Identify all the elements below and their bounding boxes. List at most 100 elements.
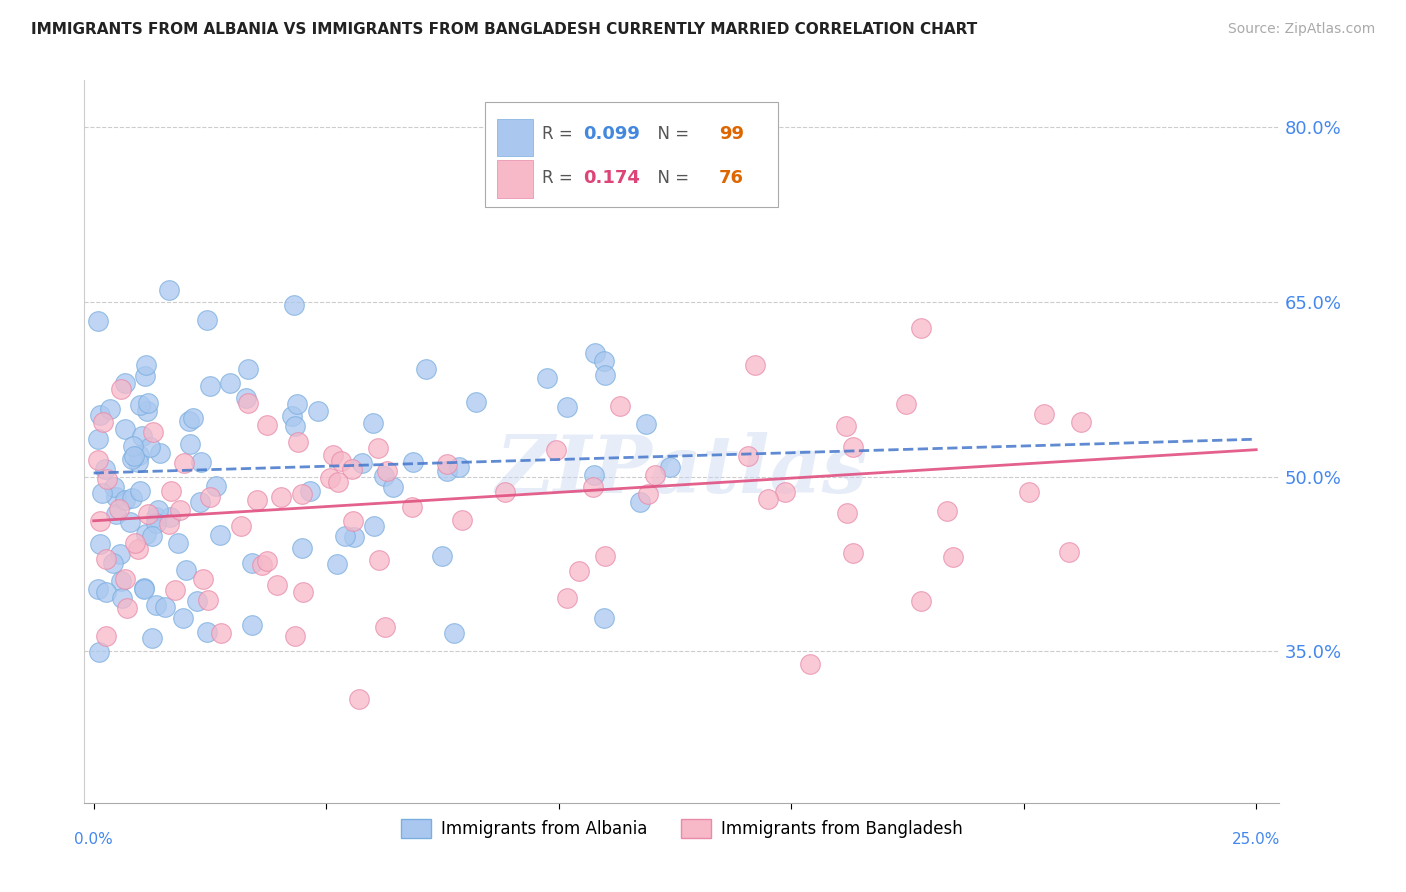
Point: [190, 455, 212, 469]
Point: [350, 456, 373, 470]
Point: [124, 536, 146, 550]
Point: [628, 495, 651, 509]
Point: [136, 403, 159, 417]
Point: [935, 504, 957, 518]
Point: [103, 480, 125, 494]
Text: 0.174: 0.174: [582, 169, 640, 186]
Point: [1033, 407, 1056, 421]
Text: ZIPatlas: ZIPatlas: [496, 432, 868, 509]
Text: N =: N =: [647, 126, 695, 144]
Text: R =: R =: [543, 126, 578, 144]
Point: [87, 453, 110, 467]
Point: [91, 415, 114, 429]
Point: [343, 530, 366, 544]
Point: [141, 632, 163, 646]
Text: 99: 99: [718, 126, 744, 144]
Point: [363, 518, 385, 533]
Point: [114, 573, 136, 587]
Point: [284, 629, 307, 643]
Text: R =: R =: [543, 169, 578, 186]
Point: [773, 484, 796, 499]
Point: [329, 454, 352, 468]
Point: [284, 418, 307, 433]
Point: [368, 553, 391, 567]
Point: [114, 422, 136, 436]
Point: [195, 624, 218, 639]
Point: [219, 376, 242, 391]
Point: [153, 599, 176, 614]
Point: [96, 629, 118, 643]
Point: [536, 371, 558, 385]
Point: [436, 457, 458, 471]
Point: [894, 397, 917, 411]
Point: [609, 399, 631, 413]
Point: [367, 441, 389, 455]
Point: [744, 358, 766, 372]
Point: [114, 376, 136, 391]
Point: [756, 491, 779, 506]
Point: [87, 432, 110, 446]
Point: [89, 514, 111, 528]
Point: [120, 515, 142, 529]
Point: [236, 362, 259, 376]
Point: [436, 464, 458, 478]
Point: [136, 507, 159, 521]
Point: [157, 284, 180, 298]
Point: [910, 320, 932, 334]
Point: [465, 395, 488, 409]
Point: [197, 592, 219, 607]
Point: [319, 471, 342, 485]
Point: [270, 490, 292, 504]
Point: [381, 480, 404, 494]
Point: [361, 417, 384, 431]
FancyBboxPatch shape: [496, 119, 533, 156]
Point: [415, 361, 437, 376]
Point: [105, 507, 128, 521]
Point: [121, 439, 143, 453]
Point: [205, 479, 228, 493]
Point: [127, 542, 149, 557]
Point: [1018, 484, 1040, 499]
Point: [307, 404, 329, 418]
Text: N =: N =: [647, 169, 695, 186]
Point: [209, 528, 232, 542]
Point: [165, 582, 187, 597]
Point: [132, 582, 155, 596]
Point: [188, 494, 211, 508]
Point: [240, 556, 263, 570]
Point: [283, 297, 305, 311]
Point: [179, 437, 201, 451]
Point: [644, 467, 666, 482]
Point: [235, 391, 257, 405]
Point: [209, 626, 232, 640]
Point: [287, 434, 309, 449]
Point: [157, 517, 180, 532]
Point: [121, 491, 143, 505]
Point: [174, 563, 197, 577]
Text: 0.099: 0.099: [582, 126, 640, 144]
FancyBboxPatch shape: [496, 161, 533, 198]
Point: [245, 493, 267, 508]
Point: [582, 468, 605, 483]
Point: [145, 516, 167, 530]
Point: [592, 354, 614, 368]
Point: [104, 490, 127, 504]
Point: [1070, 416, 1092, 430]
Point: [149, 446, 172, 460]
Point: [110, 382, 132, 396]
Point: [89, 408, 111, 422]
Point: [229, 519, 252, 533]
Point: [96, 473, 118, 487]
Point: [141, 529, 163, 543]
Point: [111, 591, 134, 606]
Point: [128, 398, 150, 412]
Point: [835, 506, 858, 520]
Point: [592, 611, 614, 625]
Point: [240, 618, 263, 632]
Point: [98, 401, 121, 416]
Point: [135, 526, 157, 541]
Point: [546, 442, 568, 457]
Text: 0.0%: 0.0%: [75, 832, 112, 847]
Point: [186, 594, 208, 608]
Point: [159, 510, 181, 524]
